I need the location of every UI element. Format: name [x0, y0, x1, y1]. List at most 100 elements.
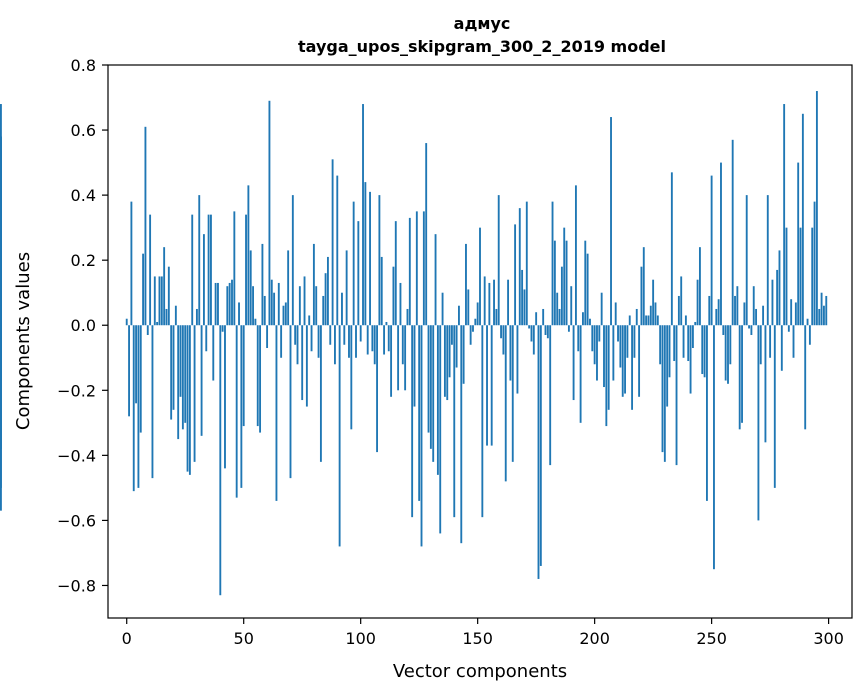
- bar: [762, 305, 765, 326]
- bar: [801, 113, 804, 326]
- bar: [551, 201, 554, 326]
- bar: [130, 201, 133, 326]
- bar: [769, 325, 772, 358]
- bar: [270, 279, 273, 326]
- bar: [720, 162, 722, 326]
- bar: [822, 305, 825, 326]
- bar: [486, 325, 488, 446]
- bar: [633, 325, 636, 358]
- bar: [397, 325, 400, 391]
- bar: [755, 308, 758, 326]
- bar: [495, 308, 498, 326]
- bar: [574, 185, 577, 326]
- bar: [687, 325, 690, 362]
- bar: [792, 325, 795, 358]
- bar: [605, 325, 608, 427]
- bar: [516, 325, 519, 394]
- chart-subtitle: tayga_upos_skipgram_300_2_2019 model: [298, 37, 666, 56]
- bar: [298, 286, 301, 326]
- bar: [149, 214, 152, 326]
- bar: [329, 325, 332, 345]
- bar: [666, 325, 669, 407]
- bar: [460, 325, 463, 544]
- bar: [231, 279, 233, 326]
- y-tick-label: −0.6: [57, 511, 96, 530]
- bar: [450, 325, 453, 345]
- bar: [509, 325, 512, 381]
- bar: [163, 247, 166, 326]
- bar: [343, 325, 346, 345]
- bar: [439, 325, 442, 534]
- bar: [799, 227, 802, 326]
- bar: [324, 273, 327, 326]
- bar: [193, 325, 196, 462]
- bar: [797, 162, 800, 326]
- bar: [191, 214, 194, 326]
- bar: [0, 305, 2, 326]
- y-tick-label: 0.0: [71, 316, 96, 335]
- bar: [315, 286, 318, 326]
- bar: [577, 325, 580, 352]
- bar: [436, 325, 439, 475]
- bar: [422, 211, 425, 326]
- bar: [322, 295, 325, 326]
- bar: [703, 325, 706, 378]
- bar: [308, 315, 311, 326]
- bar: [757, 325, 760, 521]
- bar: [362, 104, 364, 326]
- x-axis-label: Vector components: [393, 661, 567, 682]
- bar: [188, 325, 191, 475]
- x-tick-label: 100: [345, 629, 376, 648]
- bar: [626, 325, 629, 358]
- bar: [319, 325, 322, 462]
- bar: [598, 325, 601, 342]
- bar: [612, 325, 615, 381]
- bar: [472, 325, 474, 332]
- bar: [549, 325, 552, 466]
- bar: [476, 302, 479, 326]
- bar: [504, 325, 507, 482]
- bar: [621, 325, 624, 397]
- bar: [0, 325, 2, 339]
- bar: [172, 325, 175, 410]
- bar: [432, 325, 435, 462]
- bar: [303, 276, 306, 326]
- bar: [233, 211, 236, 326]
- bar: [530, 325, 533, 342]
- bar: [413, 325, 416, 407]
- bar: [825, 295, 828, 326]
- bar: [591, 325, 594, 352]
- bar: [369, 191, 371, 326]
- bar: [390, 325, 393, 397]
- bar: [675, 325, 678, 466]
- bar: [713, 325, 715, 570]
- bar: [465, 243, 467, 326]
- bar: [235, 325, 238, 498]
- bar: [165, 308, 168, 326]
- x-tick-label: 250: [696, 629, 727, 648]
- bar: [656, 315, 659, 326]
- bar: [312, 243, 315, 326]
- bar: [0, 325, 2, 449]
- bar: [289, 325, 292, 479]
- bar: [425, 143, 428, 326]
- bar: [783, 104, 786, 326]
- bar: [305, 325, 308, 407]
- bar: [357, 221, 360, 326]
- bar: [207, 214, 210, 326]
- bar: [525, 201, 528, 326]
- y-axis-ticks: −0.8 −0.6 −0.4 −0.2 0.0 0.2 0.4 0.6 0.8: [57, 56, 108, 595]
- bar: [701, 325, 704, 375]
- bar: [479, 227, 481, 326]
- bar: [263, 295, 266, 326]
- bar: [778, 250, 781, 326]
- bar: [815, 91, 818, 326]
- bar: [125, 318, 128, 326]
- bar: [567, 325, 570, 332]
- bar: [394, 221, 397, 326]
- bar: [404, 325, 407, 391]
- bar: [441, 292, 444, 326]
- bar: [752, 286, 755, 326]
- bar: [371, 325, 374, 352]
- bar: [137, 325, 140, 488]
